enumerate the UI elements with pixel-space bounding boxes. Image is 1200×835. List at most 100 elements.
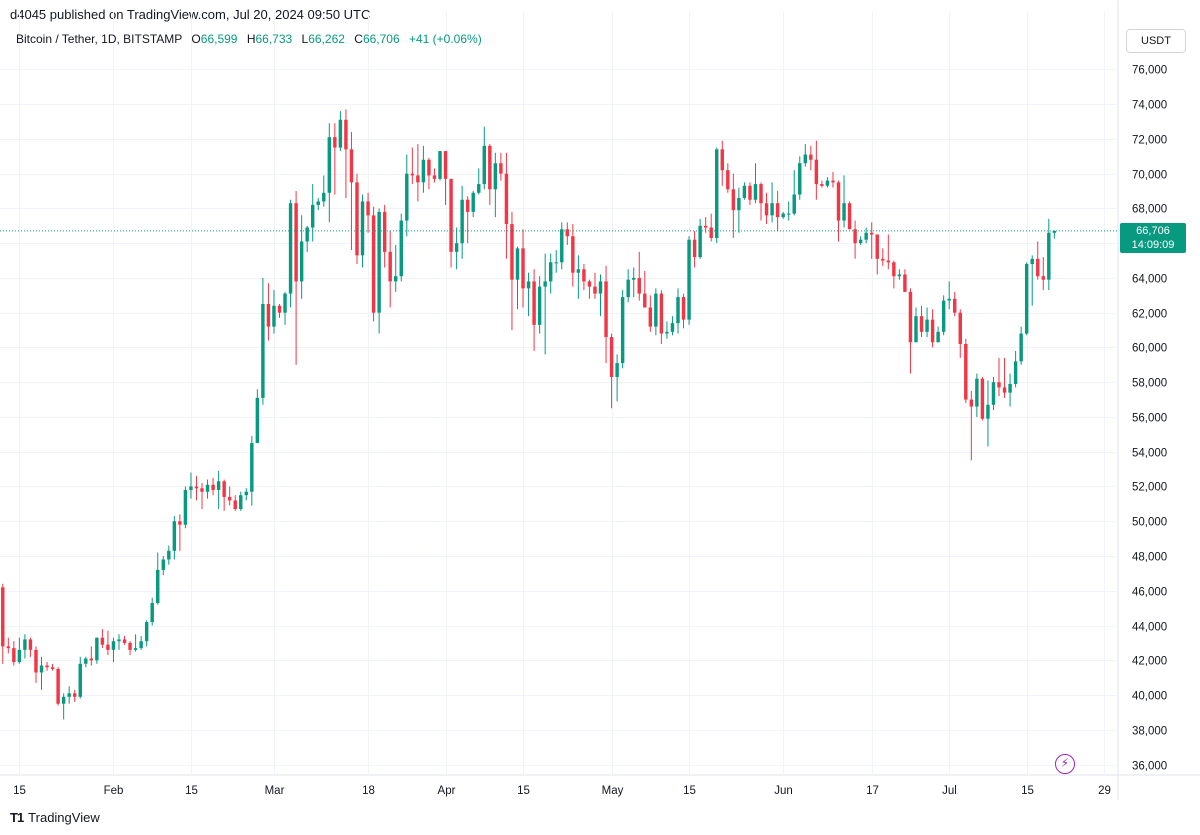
candle — [23, 634, 27, 659]
candle-body — [477, 184, 481, 193]
candle — [670, 316, 675, 336]
candle-body — [178, 521, 182, 525]
bar-countdown: 14:09:09 — [1131, 238, 1175, 251]
candle — [548, 253, 553, 294]
time-tick-label: 15 — [683, 785, 696, 797]
candle-body — [798, 163, 802, 195]
candle — [715, 147, 719, 244]
candle-body — [161, 559, 165, 570]
candle-body — [1013, 361, 1018, 384]
candle-body — [759, 184, 763, 204]
candle — [482, 126, 486, 190]
candle — [382, 204, 387, 268]
currency-button[interactable]: USDT — [1126, 29, 1186, 53]
published-by-line: d4045 published on TradingView.com, Jul … — [10, 7, 371, 22]
candle — [609, 333, 614, 409]
candle-body — [12, 648, 16, 663]
candle-body — [742, 185, 747, 198]
candle — [327, 123, 332, 223]
time-tick-label: 15 — [13, 785, 26, 797]
candle-body — [919, 316, 924, 332]
candle-body — [205, 484, 210, 492]
candle-body — [775, 203, 780, 218]
candle — [986, 380, 990, 447]
candle — [1013, 350, 1018, 388]
candle — [122, 635, 127, 645]
candle — [969, 390, 974, 461]
candle-body — [969, 399, 974, 407]
candle-body — [482, 145, 486, 185]
candle — [604, 265, 608, 364]
candle-body — [510, 224, 514, 280]
candle — [371, 206, 376, 322]
candle-body — [211, 484, 215, 490]
candle — [499, 152, 503, 181]
candle-body — [764, 203, 769, 216]
candle-body — [571, 236, 575, 273]
candle-body — [50, 667, 55, 669]
candle — [133, 634, 138, 652]
candle-body — [781, 213, 785, 218]
candle-body — [537, 286, 542, 325]
candle-body — [100, 637, 105, 645]
candle — [703, 217, 708, 233]
candle — [211, 477, 215, 496]
candle-body — [377, 211, 381, 313]
candle — [975, 373, 979, 417]
price-tick-label: 70,000 — [1132, 170, 1167, 182]
candle-body — [548, 262, 553, 282]
candle-body — [632, 277, 636, 280]
price-tick-label: 68,000 — [1132, 204, 1167, 216]
candle-body — [532, 281, 536, 325]
candle — [1047, 218, 1051, 291]
candle — [283, 291, 287, 325]
candle-body — [858, 239, 863, 244]
candle-body — [753, 184, 758, 200]
candle — [12, 641, 16, 666]
price-tick-label: 60,000 — [1132, 343, 1167, 355]
candle — [731, 173, 736, 238]
candle — [454, 227, 459, 270]
candle — [681, 293, 686, 329]
candle-body — [925, 319, 929, 332]
candle — [858, 236, 863, 245]
candle-body — [958, 312, 962, 344]
candle-body — [687, 239, 691, 320]
candle — [432, 168, 437, 183]
candle-body — [89, 658, 94, 661]
candle-body — [250, 443, 254, 492]
price-tick-label: 64,000 — [1132, 274, 1167, 286]
close-value: 66,706 — [362, 32, 400, 46]
candle-body — [609, 337, 614, 378]
candle — [28, 637, 33, 657]
candle-body — [620, 297, 625, 364]
candle — [1002, 357, 1007, 398]
candle-body — [1041, 276, 1045, 280]
candle-body — [897, 274, 902, 277]
price-tick-label: 56,000 — [1132, 413, 1167, 425]
price-tick-label: 44,000 — [1132, 622, 1167, 634]
candle-body — [454, 243, 459, 252]
lightning-alert-icon[interactable]: ⚡ — [1055, 754, 1075, 774]
symbol-name[interactable]: Bitcoin / Tether, 1D, BITSTAMP — [16, 32, 183, 46]
candle — [61, 693, 66, 720]
candle — [720, 140, 724, 186]
candle — [709, 213, 713, 242]
candle — [322, 175, 326, 207]
candle — [477, 168, 481, 195]
candle-body — [1002, 387, 1007, 393]
candle-body — [388, 251, 392, 282]
candle — [571, 224, 575, 287]
candle-body — [194, 486, 199, 489]
candle-body — [504, 173, 509, 225]
time-tick-label: 17 — [866, 785, 879, 797]
candle-body — [670, 323, 675, 332]
candle — [460, 185, 464, 259]
candle-body — [272, 305, 276, 327]
candle-body — [355, 182, 359, 256]
candle — [471, 191, 475, 218]
last-price-value: 66,706 — [1136, 224, 1170, 237]
time-tick-label: May — [602, 785, 624, 797]
candle — [825, 177, 830, 188]
